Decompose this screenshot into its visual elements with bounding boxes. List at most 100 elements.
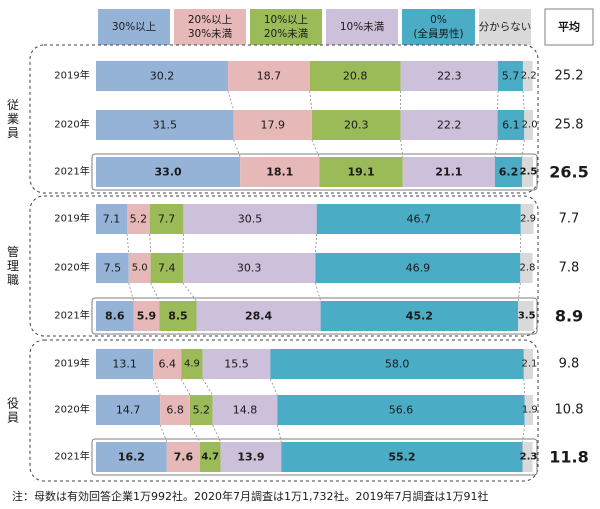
bar-value-label: 18.7 [257,70,282,83]
average-header-box [544,8,594,46]
bar-value-label: 16.2 [118,451,145,464]
bar-segment [233,110,312,140]
bar-value-label: 22.3 [437,70,462,83]
connector-line [522,90,525,111]
footnote: 注：母数は有効回答企業1万992社。2020年7月調査は1万1,732社。201… [12,490,489,503]
bar-segment [522,157,533,187]
bar-value-label: 4.7 [201,452,219,463]
bar-value-label: 46.7 [406,213,431,226]
legend-swatch-5 [479,9,531,45]
connector-line [233,139,241,158]
bar-segment [520,204,534,234]
bar-segment [315,253,521,283]
bar-segment [524,110,533,140]
group-box [29,339,539,482]
connector-line [521,139,525,158]
average-value: 9.8 [559,357,580,372]
connector-line [128,282,134,302]
bar-segment [150,253,183,283]
bar-segment [520,253,533,283]
bar-value-label: 21.1 [435,166,462,179]
connector-line [152,378,161,396]
bar-value-label: 31.5 [153,119,178,132]
row-year-label: 2019年 [54,212,89,225]
bar-segment [524,395,533,425]
bar-segment [281,442,523,472]
bar-value-label: 46.9 [406,262,431,275]
group-label: 役 [7,396,19,411]
bar-segment [96,110,234,140]
bar-segment [133,301,160,331]
bar-segment [311,110,401,140]
legend-label-1: 20%以上 [188,14,232,26]
average-value: 25.2 [555,69,584,84]
bar-segment [220,442,282,472]
bar-value-label: 45.2 [406,310,433,323]
connector-line [400,139,404,158]
bar-segment [96,61,228,91]
bar-segment [183,204,317,234]
legend-swatch-2 [250,9,322,45]
connector-line [314,233,318,254]
legend-label-2: 10%以上 [264,14,308,26]
group-box [29,195,539,337]
bar-value-label: 8.5 [168,310,188,323]
bar-value-label: 18.1 [266,166,293,179]
highlight-frame [91,297,538,335]
bar-value-label: 2.9 [520,214,536,225]
bar-segment [277,395,525,425]
bar-value-label: 6.8 [166,404,184,417]
bar-segment [96,395,161,425]
bar-segment [200,442,221,472]
group-label: 業 [7,112,19,126]
bar-value-label: 7.7 [158,213,176,226]
bar-segment [96,301,134,331]
bar-value-label: 13.9 [237,451,264,464]
bar-value-label: 19.1 [347,166,374,179]
average-header: 平均 [558,20,580,34]
group-label: 員 [7,126,19,140]
bar-segment [522,61,533,91]
connector-line [269,378,278,396]
bar-value-label: 5.0 [132,263,148,274]
legend-swatch-3 [326,9,398,45]
bar-segment [227,61,310,91]
bar-value-label: 56.6 [389,404,414,417]
bar-value-label: 14.8 [233,404,258,417]
highlight-frame [91,438,538,476]
bar-value-label: 22.2 [437,119,462,132]
bar-segment [497,110,525,140]
bar-value-label: 5.9 [137,310,157,323]
connector-line [212,424,221,443]
connector-line [494,139,498,158]
bar-segment [240,157,320,187]
bar-value-label: 28.4 [245,310,272,323]
bar-segment [400,61,499,91]
bar-segment [518,301,534,331]
row-year-label: 2019年 [54,69,89,82]
connector-line [126,233,130,254]
legend-label-1: 30%未満 [188,28,233,40]
legend-label-5: 分からない [479,21,532,33]
bar-value-label: 5.2 [130,213,148,226]
bar-segment [320,301,519,331]
bar-segment [166,442,201,472]
bar-value-label: 2.5 [520,167,538,178]
average-value: 7.7 [559,212,580,227]
connector-line [227,90,235,111]
bar-segment [270,349,524,379]
bar-value-label: 2.0 [522,120,538,131]
row-year-label: 2021年 [54,165,89,178]
average-value: 7.8 [559,261,580,276]
row-year-label: 2019年 [54,357,89,370]
legend-swatch-0 [98,9,170,45]
connector-line [276,424,282,443]
bar-segment [316,204,521,234]
group-label: 職 [7,273,19,287]
bar-value-label: 15.5 [224,358,249,371]
connector-line [180,378,191,396]
bar-value-label: 7.4 [158,262,176,275]
connector-line [311,139,320,158]
bar-segment [189,395,213,425]
